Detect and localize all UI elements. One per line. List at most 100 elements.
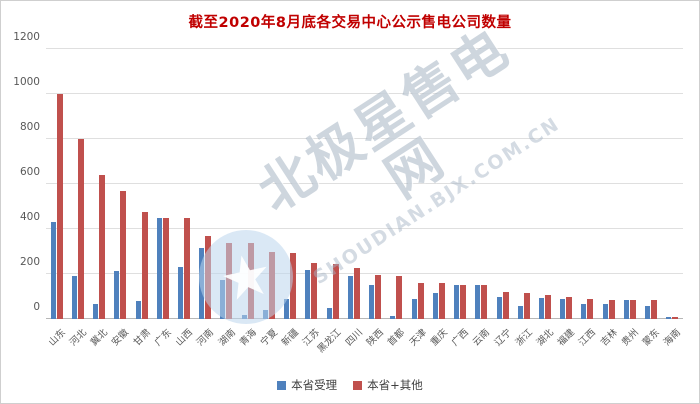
bar-本省+其他-天津 [417,283,424,319]
bar-本省受理-福建 [560,298,566,319]
bar-本省受理-广东 [156,217,162,319]
bar-本省+其他-青海 [247,242,254,319]
bar-本省受理-江苏 [305,269,311,319]
bar-本省+其他-福建 [566,296,573,319]
bar-group-陕西 [365,49,386,319]
bar-本省+其他-宁夏 [268,251,275,319]
x-axis-label-广东: 广东 [152,327,174,349]
bar-本省受理-黑龙江 [326,307,332,319]
bar-group-冀北 [88,49,109,319]
chart-title: 截至2020年8月底各交易中心公示售电公司数量 [188,15,512,31]
bar-本省+其他-河南 [205,235,212,319]
bar-本省受理-湖北 [539,297,544,319]
x-axis-label-福建: 福建 [555,327,578,349]
x-axis-label-广西: 广西 [449,327,472,349]
x-axis-label-浙江: 浙江 [513,327,535,349]
bar-本省+其他-冀北 [99,175,106,319]
x-axis-label-青海: 青海 [237,327,259,349]
x-axis-label-湖北: 湖北 [534,327,556,349]
bar-本省+其他-安徽 [120,190,127,319]
bar-本省受理-吉林 [602,304,608,319]
x-axis-label-蒙东: 蒙东 [640,327,663,349]
legend-swatch-blue-icon [277,380,287,390]
bar-group-江苏 [301,49,322,319]
bar-本省+其他-山东 [56,94,63,319]
plot-area: 0 200 400 600 800 1000 1200 山东 河北 冀北 安徽 甘肃 广东 山西 河南 湖南… [13,31,683,355]
bar-group-青海 [237,49,258,319]
x-axis-label-重庆: 重庆 [428,327,450,349]
bar-本省+其他-甘肃 [141,212,148,319]
bar-本省+其他-湖南 [226,242,233,319]
bar-group-福建 [556,49,577,319]
y-tick-label-600: 600 [19,166,40,178]
bar-group-广西 [449,49,470,319]
bar-本省+其他-广东 [162,217,169,319]
bar-本省+其他-陕西 [375,275,382,319]
y-tick-label-200: 200 [19,256,40,268]
bar-本省+其他-河北 [77,139,84,319]
bar-本省受理-青海 [241,314,247,319]
x-axis-label-吉林: 吉林 [598,327,620,349]
bar-group-山东 [46,49,67,319]
y-tick-label-1000: 1000 [13,76,40,88]
x-axis-label-天津: 天津 [407,327,429,349]
x-axis-label-冀北: 冀北 [88,327,111,349]
x-axis-label-甘肃: 甘肃 [131,327,153,349]
bar-group-贵州 [619,49,640,319]
bar-group-甘肃 [131,49,152,319]
bar-group-吉林 [598,49,619,319]
x-axis-label-安徽: 安徽 [110,327,132,349]
bar-group-山西 [173,49,194,319]
bar-group-安徽 [110,49,131,319]
bar-本省+其他-四川 [353,268,360,319]
gridline-800 [46,138,683,139]
y-tick-label-0: 0 [33,301,40,313]
x-axis-label-辽宁: 辽宁 [492,327,514,349]
bar-本省受理-广西 [454,285,460,319]
gridline-400 [46,228,683,229]
bar-本省受理-海南 [666,316,672,319]
bar-本省受理-蒙东 [645,305,651,319]
bar-group-黑龙江 [322,49,343,319]
bar-本省受理-天津 [411,298,417,319]
gridline-1000 [46,93,683,94]
x-axis-label-陕西: 陕西 [364,327,387,349]
bar-group-新疆 [280,49,301,319]
bar-本省受理-辽宁 [496,296,502,319]
legend: 本省受理 本省+其他 [1,377,699,393]
gridline-200 [46,273,683,274]
bar-本省受理-山西 [178,267,184,319]
bar-本省+其他-浙江 [523,293,530,319]
bar-本省受理-安徽 [114,270,120,319]
bar-group-首都 [386,49,407,319]
x-axis-label-湖南: 湖南 [216,327,238,349]
bar-group-湖北 [534,49,555,319]
bar-group-湖南 [216,49,237,319]
x-axis-label-山西: 山西 [173,327,195,349]
bar-本省受理-四川 [347,276,353,319]
bar-group-海南 [662,49,683,319]
bar-本省受理-新疆 [284,298,290,319]
legend-item-red: 本省+其他 [353,377,423,393]
x-axis-label-黑龙江: 黑龙江 [315,327,344,356]
bar-本省受理-宁夏 [262,310,268,319]
bar-本省+其他-吉林 [608,299,615,319]
bar-本省+其他-蒙东 [651,299,658,319]
bar-本省+其他-山西 [184,217,191,319]
bar-本省+其他-辽宁 [502,292,509,319]
legend-item-blue: 本省受理 [277,377,337,393]
bar-本省受理-浙江 [517,305,523,319]
x-axis-label-首都: 首都 [386,327,408,349]
bar-本省受理-冀北 [93,304,99,319]
x-axis-label-江西: 江西 [577,327,599,349]
bar-group-蒙东 [641,49,662,319]
x-axis-label-四川: 四川 [343,327,365,349]
bar-group-浙江 [513,49,534,319]
gridline-1200 [46,48,683,49]
bar-本省受理-首都 [390,315,396,319]
bar-本省受理-甘肃 [135,301,141,319]
bar-本省+其他-贵州 [629,299,636,319]
bar-本省受理-江西 [581,304,587,319]
bar-group-广东 [152,49,173,319]
